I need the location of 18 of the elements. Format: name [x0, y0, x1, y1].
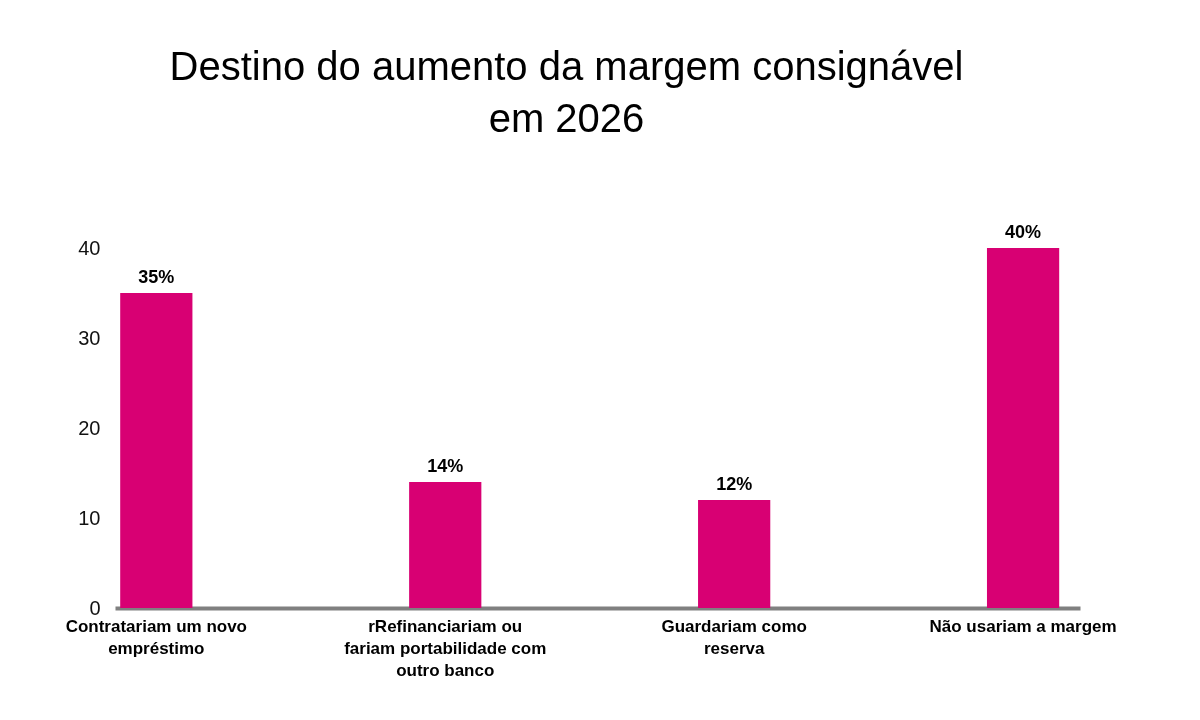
chart-title: Destino do aumento da margem consignável em 2026	[169, 44, 964, 140]
bar	[120, 293, 193, 608]
y-tick-label: 20	[78, 416, 101, 439]
y-tick-label: 10	[78, 506, 101, 529]
x-tick-label: Guardariam como reserva	[661, 616, 807, 658]
bar	[986, 248, 1060, 608]
x-tick-label: rRefinanciariam ou fariam portabilidade com outro banco	[344, 616, 547, 680]
x-tick-label: Não usariam a margem	[929, 616, 1117, 636]
bar	[698, 500, 771, 608]
y-tick-label: 30	[78, 326, 101, 349]
data-label: 12%	[716, 474, 753, 494]
x-tick-label: Contratariam um novo empréstimo	[65, 616, 247, 658]
y-tick-label: 40	[78, 236, 101, 259]
data-label: 14%	[427, 456, 464, 476]
y-tick-label: 0	[89, 596, 101, 619]
bar	[409, 482, 482, 608]
data-label: 35%	[138, 267, 175, 287]
data-label: 40%	[1005, 222, 1042, 242]
